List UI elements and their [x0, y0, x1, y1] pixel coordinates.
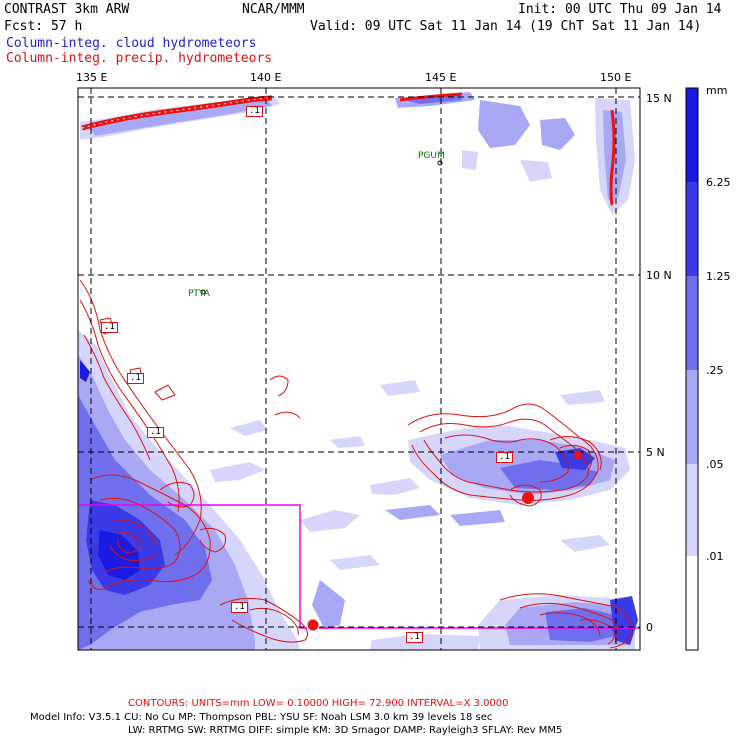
station-marker-ptya [200, 289, 206, 295]
contour-label: .1 [496, 452, 513, 463]
map-frame [77, 87, 641, 651]
footer-model-info: Model Info: V3.5.1 CU: No Cu MP: Thompso… [30, 712, 493, 723]
convective-cell [306, 618, 320, 632]
colorbar-label-0-05: .05 [706, 458, 724, 471]
station-label-pgum: PGUM [418, 151, 445, 161]
colorbar-label-6-25: 6.25 [706, 176, 731, 189]
colorbar-swatch-3 [686, 276, 698, 370]
legend-cloud: Column-integ. cloud hydrometeors [6, 36, 257, 51]
lon-label-140: 140 E [250, 71, 282, 84]
contour-label: .1 [246, 106, 263, 117]
convective-cell [522, 492, 534, 504]
colorbar-label-1-25: 1.25 [706, 270, 731, 283]
contour-label: .1 [127, 373, 144, 384]
contour-label: .1 [147, 427, 164, 438]
colorbar-unit: mm [706, 84, 728, 97]
station-marker-pgum [437, 160, 443, 166]
center-title: NCAR/MMM [242, 2, 305, 17]
init-time: Init: 00 UTC Thu 09 Jan 14 [518, 2, 722, 17]
colorbar-swatch-6 [686, 556, 698, 650]
lon-label-150: 150 E [600, 71, 632, 84]
model-title: CONTRAST 3km ARW [4, 2, 130, 17]
footer-contours: CONTOURS: UNITS=mm LOW= 0.10000 HIGH= 72… [128, 698, 509, 709]
colorbar-swatch-4 [686, 370, 698, 464]
contour-label: .1 [101, 322, 118, 333]
domain-box [78, 504, 640, 629]
colorbar [685, 87, 699, 651]
contour-label: .1 [406, 632, 423, 643]
cloud-shading [78, 92, 638, 650]
forecast-hour: Fcst: 57 h [4, 19, 83, 34]
lat-label-15n: 15 N [646, 92, 672, 105]
lon-label-135: 135 E [76, 71, 108, 84]
valid-time: Valid: 09 UTC Sat 11 Jan 14 (19 ChT Sat … [310, 19, 702, 34]
lat-label-0: 0 [646, 621, 653, 634]
lat-label-5n: 5 N [646, 446, 665, 459]
legend-precip: Column-integ. precip. hydrometeors [6, 51, 273, 66]
colorbar-swatch-1 [686, 88, 698, 182]
station-label-ptya: PTYA [188, 289, 210, 299]
lat-label-10n: 10 N [646, 269, 672, 282]
convective-cell [574, 451, 582, 459]
lon-label-145: 145 E [425, 71, 457, 84]
footer-physics: LW: RRTMG SW: RRTMG DIFF: simple KM: 3D … [128, 725, 563, 736]
contour-label: .1 [231, 602, 248, 613]
latlon-grid [78, 88, 640, 650]
colorbar-label-0-01: .01 [706, 550, 724, 563]
colorbar-swatch-5 [686, 464, 698, 556]
colorbar-label-0-25: .25 [706, 364, 724, 377]
colorbar-swatch-2 [686, 182, 698, 276]
